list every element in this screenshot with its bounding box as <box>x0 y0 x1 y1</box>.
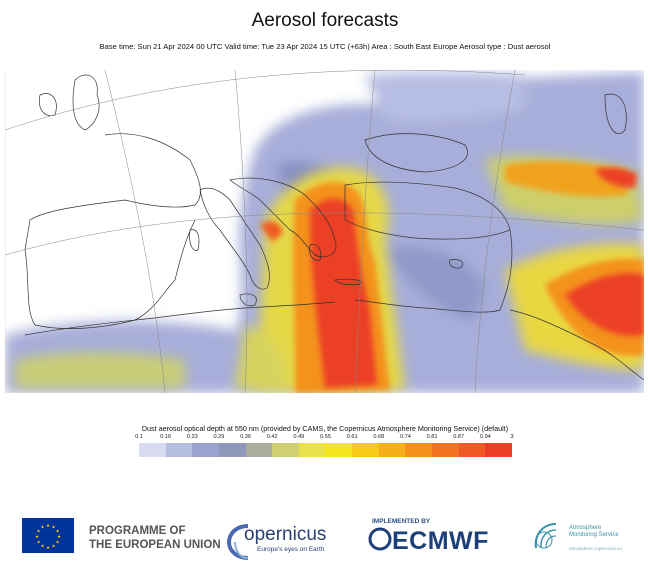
eu-programme-text: PROGRAMME OF THE EUROPEAN UNION <box>89 524 221 552</box>
svg-text:★: ★ <box>36 540 40 546</box>
ecmwf-wordmark: ECMWF <box>392 527 489 555</box>
colorbar-tick-label: 3 <box>510 434 514 440</box>
colorbar-tick-label: 0.94 <box>479 434 491 440</box>
cams-line1: Atmosphere <box>569 525 602 531</box>
svg-text:★: ★ <box>55 529 59 535</box>
colorbar-tick-label: 0.74 <box>399 434 411 440</box>
cams-logo-icon <box>534 523 557 549</box>
cams-text: Atmosphere Monitoring Service <box>569 525 619 539</box>
svg-text:★: ★ <box>51 544 55 550</box>
footer-logos: ★ ★ ★ ★ ★ ★ ★ ★ ★ ★ ★ ★ PROGRAMME OF THE EUROPEA… <box>0 510 650 570</box>
ecmwf-logo-icon <box>368 527 392 551</box>
colorbar-tick-label: 0.16 <box>160 434 172 440</box>
colorbar-tick-label: 0.61 <box>346 434 358 440</box>
colorbar-tick-label: 0.1 <box>135 434 143 440</box>
copernicus-wordmark: opernicus <box>244 524 327 545</box>
colorbar-tick-label: 0.49 <box>293 434 305 440</box>
colorbar-segment <box>192 443 219 457</box>
colorbar-segment <box>245 443 273 457</box>
colorbar-segment <box>485 443 512 457</box>
colorbar-segment <box>432 443 459 457</box>
colorbar-segment <box>165 443 193 457</box>
colorbar-segment <box>298 443 326 457</box>
svg-text:★: ★ <box>46 545 50 551</box>
colorbar <box>139 443 512 457</box>
map-title: Aerosol forecasts <box>251 10 399 31</box>
graticule <box>5 70 644 393</box>
cams-line2: Monitoring Service <box>569 532 619 538</box>
colorbar-segment <box>352 443 379 457</box>
colorbar-tick-label: 0.36 <box>240 434 252 440</box>
colorbar-segment <box>378 443 406 457</box>
dust-aod-map <box>5 70 644 393</box>
svg-text:★: ★ <box>40 525 44 531</box>
colorbar-tick-label: 0.87 <box>453 434 465 440</box>
colorbar-tick-label: 0.29 <box>213 434 225 440</box>
colorbar-segment <box>139 443 166 457</box>
map-subtitle: Base time: Sun 21 Apr 2024 00 UTC Valid … <box>99 42 551 51</box>
dust-field-max <box>260 167 644 388</box>
cams-url: atmosphere.copernicus.eu <box>569 546 623 551</box>
svg-text:★: ★ <box>55 540 59 546</box>
colorbar-ticks: 0.1 0.16 0.23 0.29 0.36 0.42 0.49 0.55 0.61 0.68 0… <box>131 434 518 444</box>
colorbar-tick-label: 0.23 <box>186 434 198 440</box>
copernicus-logo-icon <box>226 524 249 560</box>
svg-text:★: ★ <box>36 529 40 535</box>
eu-text-line1: PROGRAMME OF <box>89 525 186 537</box>
colorbar-tick-label: 0.81 <box>426 434 438 440</box>
svg-text:★: ★ <box>35 534 39 540</box>
coastlines <box>24 74 644 381</box>
colorbar-tick-label: 0.55 <box>320 434 331 440</box>
svg-text:★: ★ <box>40 544 44 550</box>
colorbar-segment <box>458 443 486 457</box>
eu-flag-icon: ★ ★★ ★★★ ★★★ ★★★ <box>22 518 74 553</box>
legend-title: Dust aerosol optical depth at 550 nm (pr… <box>141 424 509 433</box>
svg-text:★: ★ <box>51 525 55 531</box>
svg-text:★: ★ <box>57 534 61 540</box>
colorbar-segment <box>405 443 433 457</box>
copernicus-tagline: Europe's eyes on Earth <box>257 546 325 553</box>
colorbar-segment <box>272 443 299 457</box>
eu-text-line2: THE EUROPEAN UNION <box>89 539 221 551</box>
colorbar-segment <box>325 443 353 457</box>
colorbar-tick-label: 0.42 <box>266 434 278 440</box>
svg-text:★: ★ <box>46 523 50 529</box>
colorbar-tick-label: 0.68 <box>373 434 385 440</box>
implemented-by-label: IMPLEMENTED BY <box>372 518 431 525</box>
colorbar-segment <box>218 443 246 457</box>
